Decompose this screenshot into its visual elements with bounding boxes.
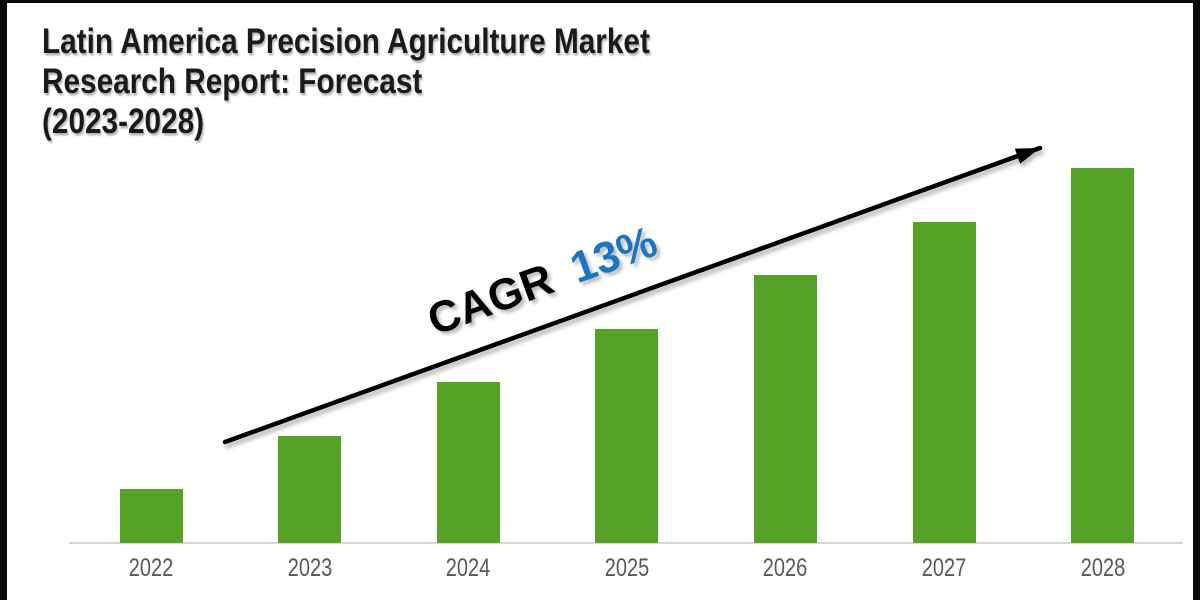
x-axis-label-2026: 2026 — [763, 554, 808, 582]
bar-2025 — [595, 329, 659, 543]
x-axis-label-2023: 2023 — [287, 554, 332, 582]
bar-2026 — [753, 275, 817, 543]
frame-border-right — [1193, 0, 1200, 600]
frame-border-top — [0, 0, 1200, 3]
frame-border-left — [0, 0, 7, 600]
x-axis-label-2025: 2025 — [604, 554, 650, 582]
x-axis-label-2028: 2028 — [1080, 554, 1125, 582]
chart-title: Latin America Precision Agriculture Mark… — [42, 22, 650, 142]
chart-title-line-1: Latin America Precision Agriculture Mark… — [42, 22, 650, 61]
bar-2023 — [278, 436, 342, 543]
x-axis-label-2027: 2027 — [921, 554, 967, 582]
chart-title-line-2: Research Report: Forecast — [42, 62, 423, 101]
trend-arrow-line — [222, 145, 1043, 445]
chart-title-line-3: (2023-2028) — [42, 102, 205, 141]
bar-2024 — [436, 382, 500, 543]
x-axis-label-2024: 2024 — [445, 554, 491, 582]
x-axis-line — [69, 542, 1183, 544]
x-axis-label-2022: 2022 — [128, 554, 174, 582]
bar-2022 — [119, 489, 183, 543]
bar-2028 — [1071, 168, 1135, 543]
bar-2027 — [912, 222, 976, 543]
